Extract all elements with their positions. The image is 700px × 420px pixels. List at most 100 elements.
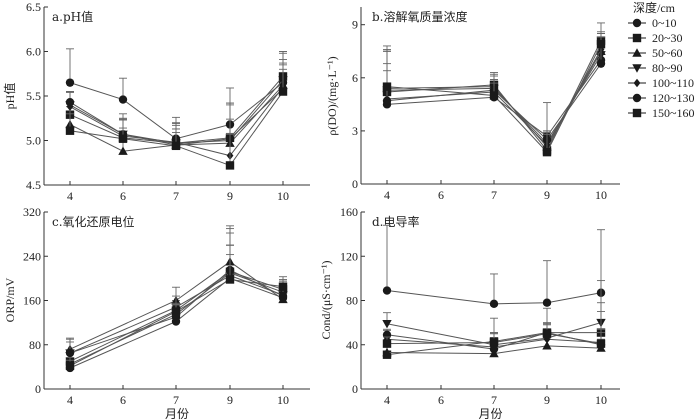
x-tick-label: 10 [595, 188, 607, 202]
data-point [489, 344, 499, 354]
x-tick-label: 9 [227, 189, 233, 203]
series-line [386, 333, 602, 345]
data-point [171, 141, 181, 151]
data-point [65, 361, 75, 370]
legend-title: 深度/cm [633, 0, 676, 15]
series-line [386, 345, 602, 355]
x-tick-label: 6 [438, 188, 444, 202]
series-20~30 [65, 51, 288, 148]
series-0~10 [382, 224, 606, 309]
data-point [382, 347, 392, 357]
x-tick-label: 7 [491, 393, 497, 407]
data-point [65, 78, 75, 87]
x-tick-label: 7 [173, 189, 179, 203]
legend-item: 80~90 [628, 61, 683, 75]
legend-marker-triangle-down-icon [632, 64, 642, 73]
data-point [382, 82, 392, 91]
data-point [278, 291, 288, 301]
panel-title: c.氧化还原电位 [52, 214, 135, 229]
x-axis-label: 月份 [165, 407, 189, 420]
panel-d: 0 40 80 120 160 4 6 7 9 10 d.电导率 Cond/(μS·cm⁻¹) 月份 [319, 205, 620, 420]
y-tick-label: 5.0 [26, 134, 41, 148]
series-line [69, 82, 284, 140]
data-point [542, 298, 552, 307]
data-point [596, 59, 606, 68]
y-tick-label: 0 [352, 382, 358, 396]
data-point [118, 95, 128, 104]
x-tick-label: 4 [67, 393, 73, 407]
y-tick-label: 0 [352, 177, 358, 191]
legend-label: 20~30 [652, 31, 683, 45]
x-tick-label: 10 [277, 189, 289, 203]
y-axis-label: pH值 [2, 83, 17, 110]
x-tick-label: 4 [67, 189, 73, 203]
series-150~160 [382, 33, 606, 157]
y-tick-label: 120 [340, 249, 358, 263]
data-point [65, 126, 75, 135]
data-point [596, 339, 606, 348]
series-80~90 [65, 52, 288, 148]
data-point [542, 147, 552, 157]
y-axis-label: ORP/mV [3, 277, 17, 322]
legend-label: 50~60 [652, 46, 683, 60]
y-tick-label: 9 [352, 18, 358, 32]
series-line [386, 43, 602, 154]
data-point [542, 341, 552, 350]
data-point [118, 134, 128, 143]
series-line [386, 322, 602, 346]
x-tick-label: 10 [595, 393, 607, 407]
data-point [171, 307, 181, 316]
legend-marker-circle-icon [632, 18, 642, 28]
legend-item: 20~30 [628, 31, 683, 45]
y-tick-label: 6 [352, 71, 358, 85]
y-tick-label: 240 [23, 249, 41, 263]
data-point [225, 161, 235, 170]
legend-label: 150~160 [652, 106, 695, 120]
x-tick-label: 6 [438, 393, 444, 407]
series-line [386, 290, 602, 305]
legend-item: 150~160 [628, 106, 695, 120]
y-axis-label: ρ(DO)/(mg·L⁻¹) [325, 56, 339, 135]
series-line [69, 275, 284, 354]
legend-item: 120~130 [628, 91, 695, 105]
y-tick-label: 6.0 [26, 45, 41, 59]
series-150~160 [65, 254, 288, 370]
data-point [382, 286, 392, 295]
legend-label: 100~110 [652, 76, 694, 90]
y-tick-label: 40 [346, 338, 358, 352]
data-point [542, 329, 552, 338]
data-point [489, 338, 499, 347]
series-line [386, 63, 602, 141]
data-point [489, 299, 499, 309]
data-point [118, 146, 128, 155]
legend-marker-square-icon [632, 108, 642, 118]
data-point [65, 348, 75, 358]
data-point [596, 39, 606, 49]
series-line [386, 332, 601, 356]
legend-marker-square-icon [632, 33, 642, 43]
x-tick-label: 9 [544, 393, 550, 407]
series-line [69, 76, 284, 144]
x-tick-label: 7 [491, 188, 497, 202]
data-point [382, 96, 392, 106]
y-tick-label: 0 [35, 382, 41, 396]
y-tick-label: 6.5 [26, 0, 41, 14]
y-tick-label: 320 [23, 205, 41, 219]
data-point [278, 282, 288, 291]
x-tick-label: 4 [384, 393, 390, 407]
x-tick-label: 6 [120, 189, 126, 203]
data-point [278, 87, 288, 96]
panel-title: b.溶解氧质量浓度 [372, 9, 468, 24]
y-axis-label: Cond/(μS·cm⁻¹) [319, 260, 333, 339]
data-point [225, 275, 235, 284]
data-point [382, 339, 392, 348]
legend-item: 100~110 [628, 76, 694, 90]
y-tick-label: 80 [29, 338, 41, 352]
panel-title: d.电导率 [372, 214, 420, 229]
series-line [69, 277, 284, 369]
series-line [386, 40, 602, 152]
series-line [69, 79, 284, 144]
panel-title: a.pH值 [52, 9, 93, 24]
panel-c: 0 80 160 240 320 4 6 7 9 10 c.氧化还原电位 ORP/mV 月份 [3, 205, 310, 420]
